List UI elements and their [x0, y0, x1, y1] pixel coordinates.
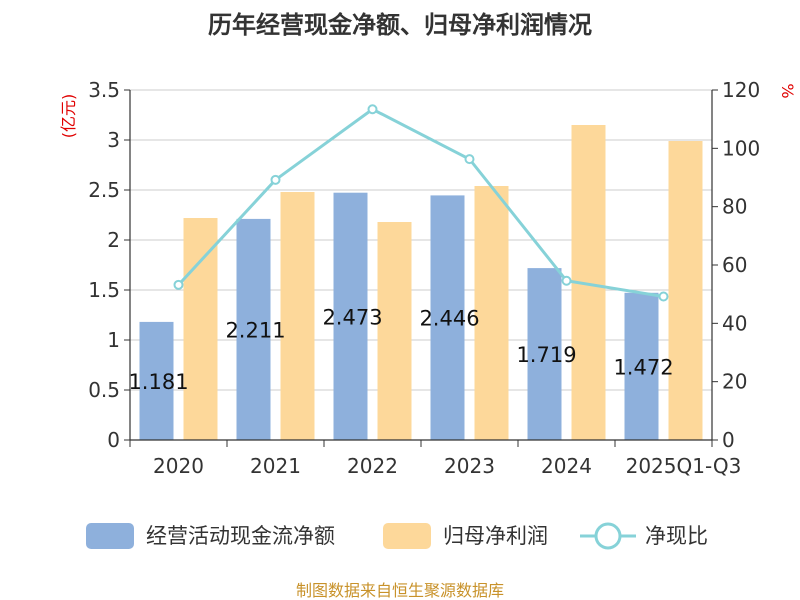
ratio-point — [658, 291, 669, 302]
legend-label-cashflow: 经营活动现金流净额 — [146, 524, 335, 548]
x-tick-label: 2024 — [541, 454, 592, 478]
bar-cashflow — [236, 218, 271, 440]
bar-profit — [474, 186, 509, 440]
data-labels: 1.181 2.211 2.473 2.446 1.719 1.472 — [128, 305, 673, 394]
legend-label-profit: 归母净利润 — [443, 524, 548, 548]
right-tick-label: 0 — [722, 428, 735, 452]
bar-cashflow — [333, 192, 368, 440]
x-tick-label: 2025Q1-Q3 — [626, 454, 742, 478]
bar-profit — [668, 141, 703, 440]
source-note: 制图数据来自恒生聚源数据库 — [296, 581, 504, 600]
bar-data-label: 2.446 — [419, 307, 479, 331]
left-tick-label: 0.5 — [88, 378, 120, 402]
left-tick-label: 1 — [107, 328, 120, 352]
x-tick-label: 2021 — [250, 454, 301, 478]
bar-data-label: 1.181 — [128, 370, 188, 394]
bar-data-label: 2.211 — [225, 318, 285, 342]
right-tick-label: 100 — [722, 136, 760, 160]
bars — [139, 125, 703, 440]
bar-data-label: 1.719 — [516, 343, 576, 367]
ratio-point — [270, 174, 281, 185]
right-axis-unit: % — [778, 83, 797, 98]
legend-marker-ratio — [594, 522, 622, 550]
bar-profit — [377, 222, 412, 440]
right-tick-label: 20 — [722, 370, 747, 394]
left-tick-label: 1.5 — [88, 278, 120, 302]
ratio-point — [561, 275, 572, 286]
ratio-point — [367, 104, 378, 115]
bar-profit — [183, 218, 218, 440]
ratio-point — [464, 154, 475, 165]
bar-cashflow — [527, 268, 562, 440]
left-tick-label: 0 — [107, 428, 120, 452]
right-tick-label: 120 — [722, 78, 760, 102]
ratio-point — [173, 279, 184, 290]
ratio-polyline — [177, 107, 664, 298]
legend: 经营活动现金流净额 归母净利润 净现比 — [86, 522, 708, 550]
legend-swatch-profit — [383, 523, 431, 549]
left-tick-label: 2 — [107, 228, 120, 252]
legend-label-ratio: 净现比 — [645, 524, 708, 548]
bar-cashflow — [430, 195, 465, 440]
x-tick-label: 2022 — [347, 454, 398, 478]
ratio-line — [173, 104, 669, 302]
bar-profit — [280, 192, 315, 440]
left-tick-label: 3 — [107, 128, 120, 152]
right-tick-label: 60 — [722, 253, 747, 277]
left-tick-label: 3.5 — [88, 78, 120, 102]
bar-data-label: 2.473 — [322, 305, 382, 329]
axes: 0 0.5 1 1.5 2 2.5 3 3.5 0 20 40 60 80 100 120 2020 2021 2… — [88, 78, 760, 478]
bar-cashflow — [624, 292, 659, 440]
left-tick-label: 2.5 — [88, 178, 120, 202]
right-tick-label: 80 — [722, 195, 747, 219]
right-tick-label: 40 — [722, 311, 747, 335]
left-axis-unit: (亿元) — [59, 94, 78, 139]
bar-cashflow — [139, 321, 174, 440]
x-tick-label: 2023 — [444, 454, 495, 478]
bar-data-label: 1.472 — [613, 355, 673, 379]
grid-lines — [130, 89, 712, 391]
legend-swatch-cashflow — [86, 523, 134, 549]
chart-title: 历年经营现金净额、归母净利润情况 — [208, 11, 592, 39]
x-tick-label: 2020 — [153, 454, 204, 478]
